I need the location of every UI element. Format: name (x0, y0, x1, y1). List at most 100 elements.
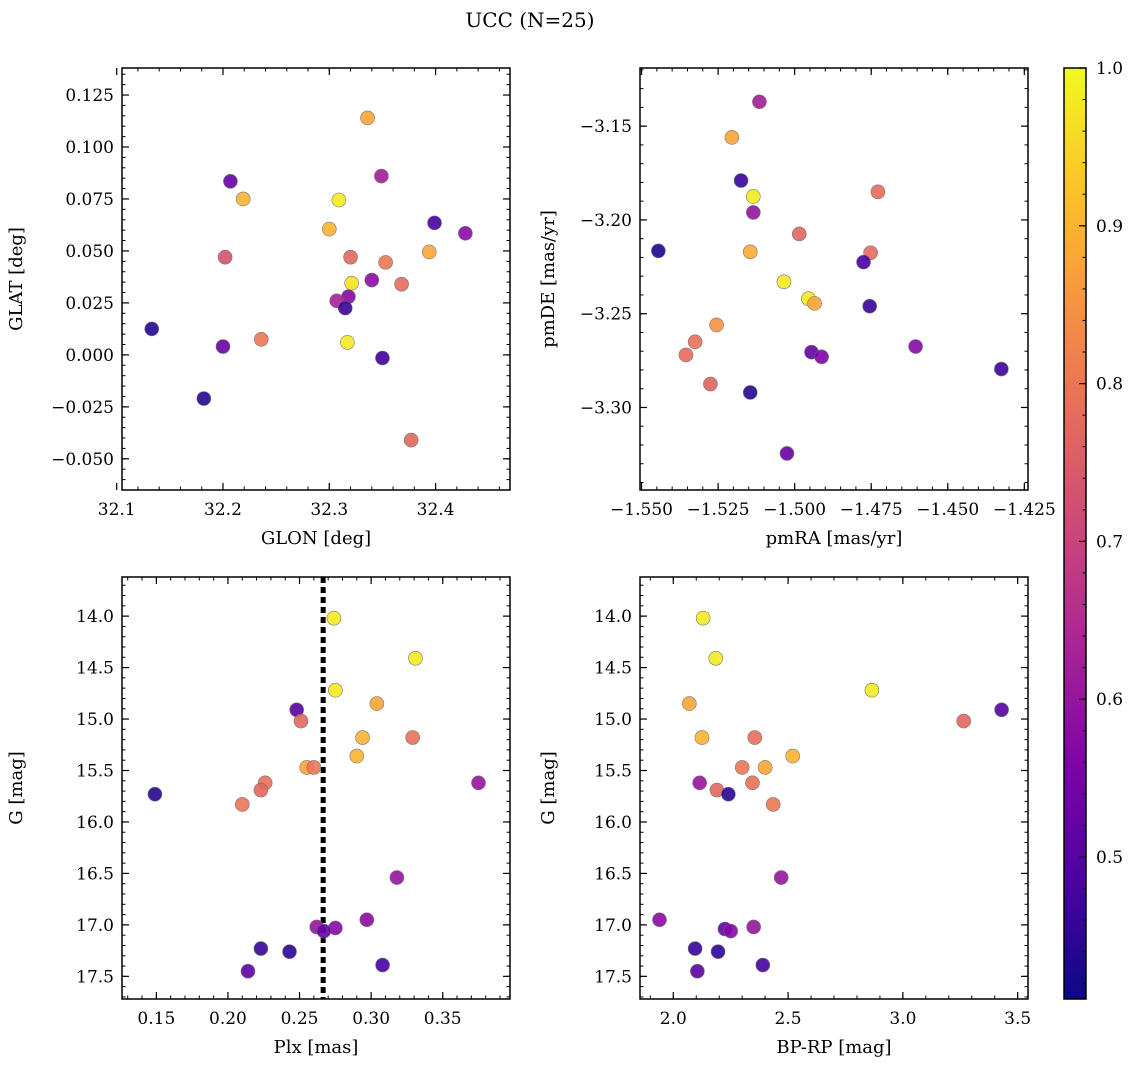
x-tick-label: 32.1 (98, 500, 136, 520)
y-tick-label: 14.5 (76, 659, 114, 679)
scatter-point (458, 225, 473, 241)
scatter-point (408, 651, 423, 666)
scatter-point (746, 919, 761, 935)
scatter-point (773, 870, 789, 885)
scatter-point (652, 912, 667, 928)
y-tick-label: 17.5 (594, 967, 632, 987)
minor-ticks (122, 577, 510, 999)
scatter-point (253, 782, 269, 798)
scatter-point (369, 696, 385, 711)
scatter-point (856, 254, 871, 270)
scatter-point (293, 713, 309, 729)
scatter-point (776, 274, 792, 290)
scatter-point (340, 335, 355, 350)
panel-bprp-g: 2.0 2.5 3.0 3.5 14.0 14.5 15.0 15.5 16.0 16.5 17.0… (538, 576, 1031, 1058)
panel-plx-g: 0.15 0.20 0.25 0.30 0.35 14.0 14.5 15.0 15.5 16.0… (6, 576, 511, 1058)
scatter-point (364, 272, 380, 288)
scatter-point (710, 944, 726, 959)
y-tick-label: 0.075 (65, 190, 114, 210)
scatter-points (652, 610, 1009, 979)
scatter-point (956, 713, 972, 729)
scatter-point (235, 191, 251, 207)
y-tick-label: 16.5 (594, 864, 632, 884)
y-axis-label: G [mag] (6, 751, 27, 824)
scatter-point (807, 296, 822, 311)
scatter-point (234, 797, 250, 812)
scatter-point (651, 243, 666, 259)
scatter-point (321, 221, 337, 237)
y-tick-label: −3.30 (580, 398, 632, 418)
scatter-point (682, 696, 697, 711)
scatter-point (217, 249, 233, 265)
y-tick-label: −3.20 (580, 211, 632, 231)
scatter-point (326, 610, 342, 626)
scatter-point (471, 775, 486, 791)
scatter-point (421, 244, 437, 260)
figure-title: UCC (N=25) (465, 8, 594, 32)
y-tick-label: 15.5 (594, 762, 632, 782)
scatter-point (791, 226, 807, 242)
scatter-points (651, 94, 1009, 461)
scatter-point (870, 184, 886, 200)
x-axis-label: GLON [deg] (261, 528, 371, 549)
x-tick-label: 2.0 (660, 1009, 687, 1029)
scatter-point (147, 786, 163, 802)
colorbar: 0.5 0.6 0.7 0.8 0.9 1.0 (1063, 59, 1123, 1000)
scatter-point (687, 941, 703, 956)
axes-frame (639, 67, 1029, 491)
y-tick-label: 16.0 (76, 813, 114, 833)
y-axis-label: G [mag] (538, 751, 559, 824)
x-tick-label: 3.0 (889, 1009, 916, 1029)
scatter-point (389, 870, 405, 885)
x-tick-label: 0.30 (352, 1009, 390, 1029)
scatter-point (779, 446, 795, 461)
scatter-point (374, 168, 389, 184)
scatter-point (814, 349, 829, 365)
scatter-point (223, 173, 238, 189)
scatter-point (196, 391, 212, 406)
x-tick-label: −1.475 (840, 500, 903, 520)
scatter-point (752, 94, 767, 110)
scatter-point (253, 331, 269, 347)
x-tick-label: 0.25 (281, 1009, 319, 1029)
y-tick-label: 17.0 (594, 916, 632, 936)
colorbar-frame (1063, 67, 1087, 1000)
y-tick-label: 15.5 (76, 762, 114, 782)
x-tick-label: 0.20 (209, 1009, 247, 1029)
scatter-point (394, 276, 409, 292)
scatter-point (742, 244, 758, 260)
scatter-point (687, 334, 703, 350)
scatter-point (746, 205, 761, 220)
scatter-point (724, 130, 740, 145)
scatter-point (215, 339, 231, 354)
scatter-point (908, 339, 923, 354)
scatter-point (690, 963, 705, 979)
colorbar-tick-label: 0.8 (1096, 375, 1123, 395)
scatter-point (253, 941, 269, 956)
scatter-point (375, 957, 390, 973)
y-tick-label: 15.0 (76, 710, 114, 730)
axes-frame (121, 67, 511, 491)
scatter-point (678, 347, 694, 363)
scatter-point (785, 748, 800, 764)
scatter-points (144, 110, 473, 448)
y-tick-label: 17.5 (76, 967, 114, 987)
x-axis-label: pmRA [mas/yr] (766, 528, 903, 549)
scatter-point (994, 361, 1009, 377)
x-tick-label: 0.35 (424, 1009, 462, 1029)
scatter-point (695, 610, 711, 626)
y-tick-label: 17.0 (76, 916, 114, 936)
scatter-point (378, 255, 393, 270)
y-tick-label: 16.5 (76, 864, 114, 884)
scatter-point (403, 432, 419, 448)
scatter-point (746, 189, 761, 204)
scatter-point (328, 682, 343, 698)
x-tick-label: 32.4 (417, 500, 455, 520)
y-tick-label: −3.15 (580, 117, 632, 137)
minor-ticks (122, 68, 510, 490)
scatter-point (733, 173, 749, 188)
x-tick-label: 3.5 (1004, 1009, 1031, 1029)
scatter-point (427, 215, 442, 231)
x-tick-label: 32.2 (204, 500, 242, 520)
